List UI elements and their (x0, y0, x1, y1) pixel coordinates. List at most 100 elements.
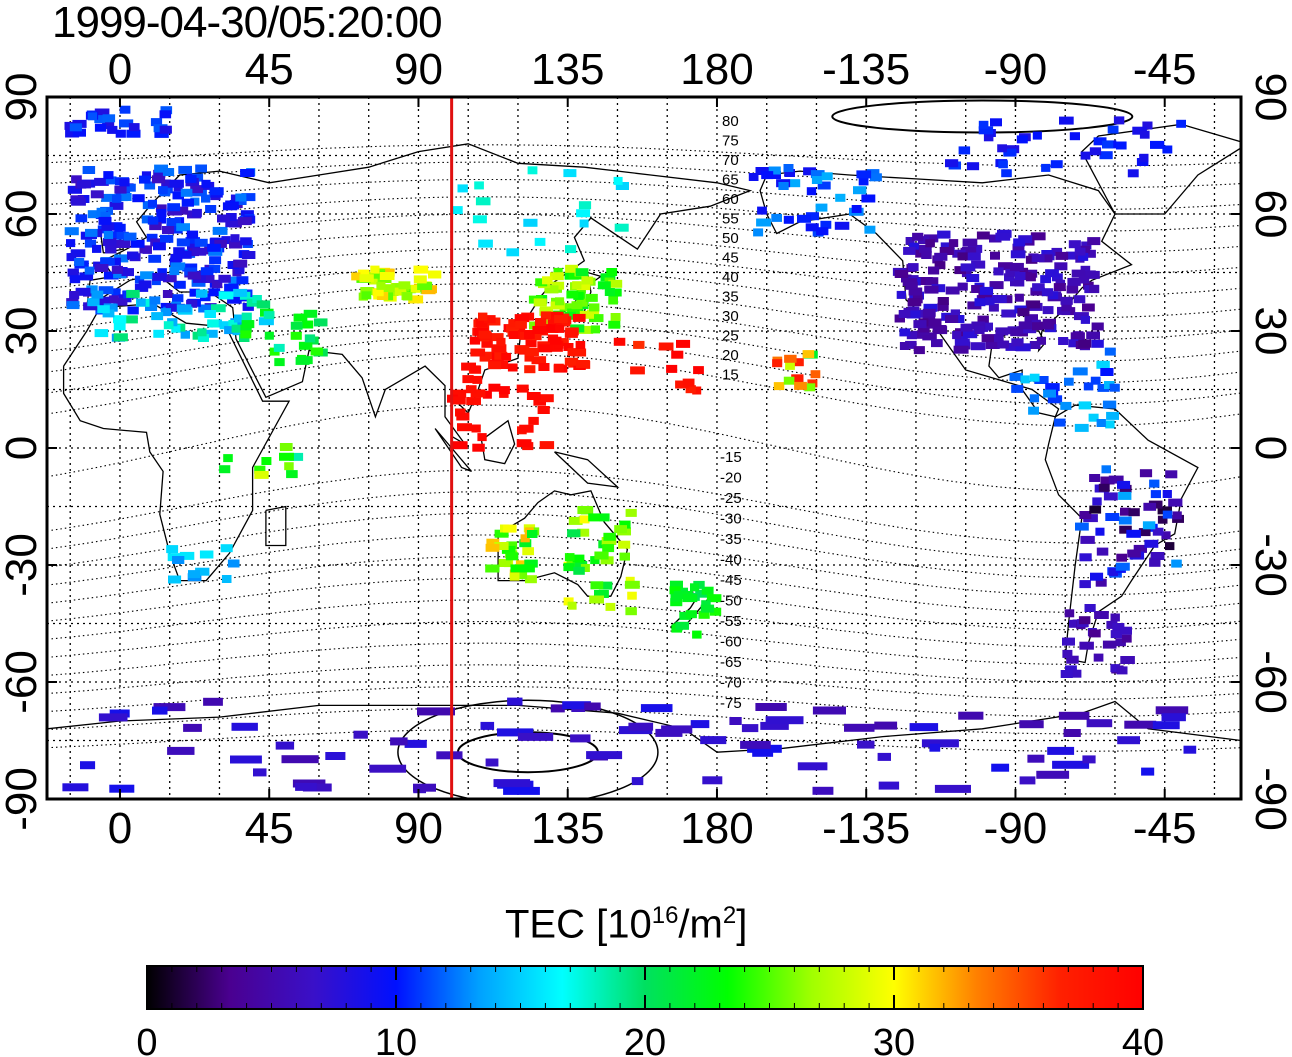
tec-point (925, 239, 935, 248)
tec-point (71, 175, 82, 184)
tec-point (103, 231, 114, 239)
tec-point (1149, 479, 1160, 488)
tec-point (534, 237, 546, 246)
tec-point (1150, 552, 1165, 560)
tec-point (236, 276, 249, 285)
coastline (62, 303, 291, 582)
tec-point (1018, 235, 1033, 244)
tec-point (572, 554, 585, 563)
tec-point (671, 350, 684, 359)
tec-point (491, 333, 504, 342)
tec-point (1092, 497, 1102, 506)
tec-point (1078, 616, 1091, 625)
mag-contour (47, 265, 1241, 319)
tec-point (169, 267, 180, 276)
tec-point (263, 311, 275, 320)
bottom-lon-label: 90 (394, 804, 443, 853)
tec-point (121, 268, 134, 277)
tec-point (761, 171, 774, 180)
tec-point (506, 541, 518, 550)
tec-point (194, 238, 208, 247)
tec-point (864, 225, 876, 234)
tec-point (261, 457, 272, 465)
tec-point (1080, 151, 1091, 160)
tec-point (222, 202, 238, 211)
tec-point (140, 271, 154, 280)
tec-data-points (62, 105, 1197, 795)
tec-point (923, 234, 939, 243)
bottom-lon-label: 0 (108, 804, 132, 853)
tec-point (172, 294, 184, 303)
tec-point (690, 583, 700, 592)
tec-point (479, 353, 491, 362)
tec-point (1066, 285, 1079, 294)
tec-point (567, 348, 580, 357)
tec-point (240, 324, 252, 333)
tec-point (1172, 511, 1182, 520)
tec-point (576, 360, 590, 368)
tec-point (1074, 247, 1086, 256)
tec-point (618, 540, 631, 549)
tec-point (925, 277, 939, 286)
tec-point (918, 244, 932, 253)
tec-point (284, 462, 294, 471)
tec-point (1104, 381, 1115, 389)
tec-point (477, 433, 487, 442)
tec-point (958, 711, 984, 720)
tec-point (102, 238, 117, 246)
tec-point (676, 339, 691, 348)
tec-point (176, 304, 192, 313)
tec-point (503, 786, 540, 795)
tec-point (519, 539, 532, 548)
tec-point (452, 441, 468, 450)
tec-point (906, 310, 921, 319)
tec-point (1014, 293, 1024, 302)
tec-point (526, 392, 541, 400)
tec-point (1041, 163, 1051, 172)
tec-point (985, 297, 995, 306)
tec-point (1110, 664, 1120, 673)
tec-point (1021, 272, 1032, 281)
tec-point (614, 525, 627, 534)
tec-point (204, 310, 216, 318)
tec-point (590, 325, 600, 334)
tec-point (160, 106, 173, 115)
tec-point (149, 296, 161, 305)
tec-point (167, 207, 182, 216)
tec-point (853, 186, 867, 195)
tec-point (1020, 375, 1030, 384)
tec-point (1116, 553, 1127, 562)
tec-point (470, 365, 481, 374)
tec-point (816, 227, 829, 236)
tec-point (977, 315, 989, 324)
tec-point (74, 258, 85, 266)
tec-point (564, 311, 576, 320)
tec-point (524, 330, 535, 339)
tec-point (66, 239, 76, 248)
tec-point (103, 271, 119, 280)
tec-point (256, 300, 271, 309)
tec-point (241, 193, 256, 202)
tec-point (869, 173, 882, 182)
contour-labels: 80 75 70 65 60 55 50 45 40 35 30 25 20 15 -15 -20 -25 -30… (720, 113, 742, 712)
tec-point (156, 215, 166, 224)
tec-point (1113, 116, 1125, 125)
tec-point (573, 291, 584, 300)
tec-point (575, 268, 589, 277)
tec-point (1061, 303, 1072, 312)
tec-point (66, 253, 77, 262)
tec-point (565, 264, 578, 273)
tec-point (756, 218, 772, 227)
tec-point (1072, 367, 1088, 376)
tec-point (132, 194, 145, 203)
tec-point (516, 439, 532, 448)
tec-point (812, 786, 834, 795)
tec-point (485, 564, 500, 573)
tec-point (98, 216, 112, 225)
tec-point (212, 226, 228, 235)
tec-point (1161, 713, 1186, 722)
tec-point (1043, 389, 1056, 398)
tec-point (472, 375, 483, 384)
contour-label: 50 (722, 230, 739, 247)
tec-point (602, 544, 615, 553)
